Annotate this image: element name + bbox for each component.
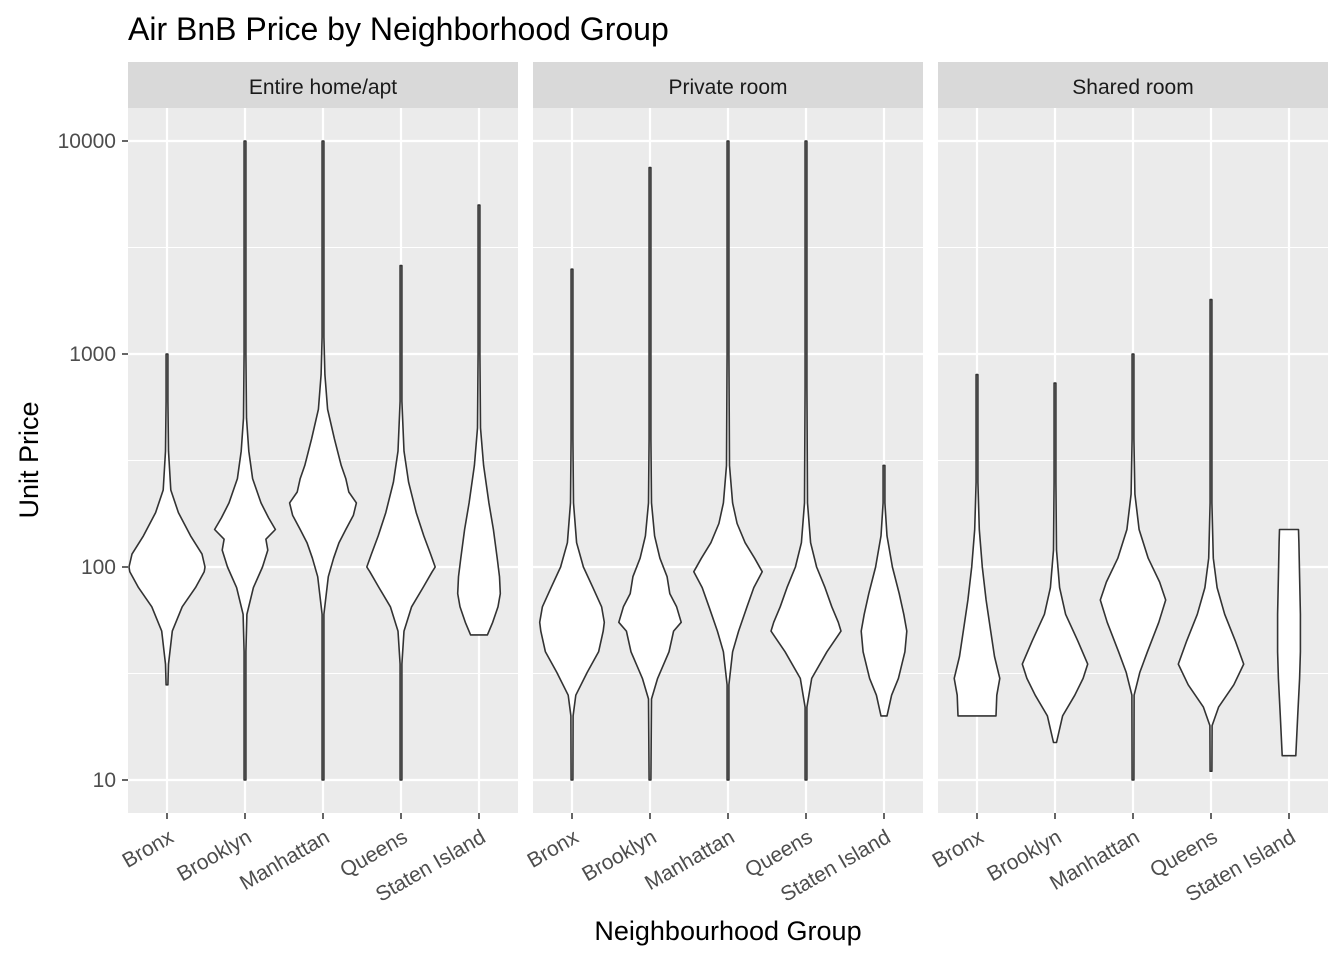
y-axis: 10 100 1000 10000 <box>58 130 128 792</box>
violin-manhattan <box>1099 353 1167 781</box>
violin-brooklyn <box>213 140 277 781</box>
violin-bronx <box>128 353 206 686</box>
x-tick-label: Manhattan <box>236 825 333 895</box>
violin-queens <box>770 140 842 781</box>
violin-staten-island <box>456 204 502 636</box>
facet-strip-label: Private room <box>668 76 787 99</box>
violin-manhattan <box>693 140 763 781</box>
facet-strip-label: Entire home/apt <box>249 76 397 99</box>
x-tick-label: Bronx <box>523 825 582 873</box>
y-tick-label: 10000 <box>58 130 116 153</box>
y-axis-title: Unit Price <box>14 401 44 518</box>
x-tick-label: Bronx <box>928 825 987 873</box>
violin-bronx <box>538 268 606 781</box>
y-tick-label: 100 <box>81 556 116 579</box>
violin-staten-island <box>860 464 908 717</box>
x-tick-label: Manhattan <box>641 825 738 895</box>
violin-manhattan <box>288 140 358 781</box>
violin-queens <box>366 264 436 781</box>
violin-staten-island <box>1276 528 1302 757</box>
chart-title: Air BnB Price by Neighborhood Group <box>128 11 669 47</box>
violin-brooklyn <box>1021 382 1089 744</box>
x-axis-title: Neighbourhood Group <box>594 916 861 946</box>
violin-queens <box>1177 298 1245 772</box>
facet-strip-label: Shared room <box>1072 76 1193 99</box>
x-tick-label: Bronx <box>118 825 177 873</box>
x-tick-label: Manhattan <box>1046 825 1143 895</box>
facet-strip <box>128 62 518 108</box>
y-tick-label: 1000 <box>69 343 116 366</box>
facet-strip <box>533 62 923 108</box>
violin-brooklyn <box>618 166 682 781</box>
facet-strip <box>938 62 1328 108</box>
y-tick-label: 10 <box>93 769 116 792</box>
violin-bronx <box>953 373 1001 717</box>
